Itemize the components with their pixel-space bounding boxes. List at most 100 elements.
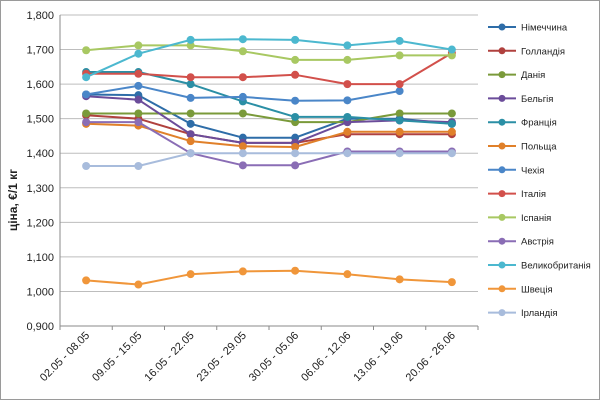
data-point xyxy=(134,162,143,171)
series-line xyxy=(86,112,452,124)
legend-item: Голландія xyxy=(488,46,565,57)
y-tick-label: 1,800 xyxy=(26,10,54,22)
data-point xyxy=(82,46,91,55)
data-point xyxy=(447,149,456,158)
legend-swatch-marker xyxy=(498,71,506,79)
data-point xyxy=(447,109,456,118)
legend-swatch-marker xyxy=(498,47,506,55)
legend-label: Польща xyxy=(521,142,557,153)
y-axis-ticks: 0,900 1,000 1,100 1,200 1,300 1,400 1,500 1,600… xyxy=(26,10,54,333)
data-point xyxy=(186,80,195,89)
data-point xyxy=(238,35,247,44)
data-point xyxy=(82,109,91,118)
legend-swatch-marker xyxy=(498,285,506,293)
series-line xyxy=(86,44,452,61)
legend-label: Бельгія xyxy=(521,94,553,105)
data-point xyxy=(82,276,91,285)
legend-swatch-marker xyxy=(498,142,506,150)
data-point xyxy=(291,35,300,44)
data-point xyxy=(343,80,352,89)
series-lines xyxy=(82,35,456,289)
data-point xyxy=(395,36,404,45)
legend-label: Німеччина xyxy=(521,23,568,34)
legend-item: Німеччина xyxy=(488,23,568,34)
data-point xyxy=(186,270,195,279)
data-point xyxy=(238,47,247,56)
legend-item: Бельгія xyxy=(488,94,553,105)
data-point xyxy=(186,41,195,50)
data-point xyxy=(291,266,300,275)
data-point xyxy=(395,51,404,60)
data-point xyxy=(395,116,404,125)
legend-label: Ірландія xyxy=(521,308,557,319)
legend-swatch-marker xyxy=(498,23,506,31)
data-point xyxy=(291,143,300,152)
data-point xyxy=(343,55,352,64)
data-point xyxy=(134,49,143,58)
data-point xyxy=(82,162,91,171)
data-point xyxy=(447,119,456,128)
legend-item: Австрія xyxy=(488,237,554,248)
legend-swatch-marker xyxy=(498,309,506,317)
legend-swatch-marker xyxy=(498,237,506,245)
data-point xyxy=(395,87,404,96)
series-line xyxy=(86,52,453,86)
series-Великобританія xyxy=(82,35,456,82)
y-tick-label: 1,300 xyxy=(26,183,54,195)
data-point xyxy=(291,149,300,158)
data-point xyxy=(186,130,195,139)
data-point xyxy=(186,35,195,44)
data-point xyxy=(291,112,300,121)
series-line xyxy=(86,121,452,167)
data-point xyxy=(134,69,143,78)
y-tick-label: 0,900 xyxy=(26,321,54,333)
data-point xyxy=(343,96,352,105)
data-point xyxy=(186,109,195,118)
data-point xyxy=(134,41,143,50)
series-line xyxy=(86,93,452,139)
legend-swatch-marker xyxy=(498,261,506,269)
series-line xyxy=(86,152,452,167)
legend-item: Чехія xyxy=(488,165,544,176)
data-point xyxy=(134,81,143,90)
data-point xyxy=(134,109,143,118)
legend-item: Польща xyxy=(488,142,557,153)
data-point xyxy=(447,127,456,136)
legend-label: Швеція xyxy=(521,284,553,295)
legend-label: Італія xyxy=(521,189,546,200)
y-axis-label: ціна, €/1 кг xyxy=(6,169,20,231)
legend-swatch-marker xyxy=(498,118,506,126)
data-point xyxy=(238,109,247,118)
legend-label: Чехія xyxy=(521,165,544,176)
y-tick-label: 1,200 xyxy=(26,217,54,229)
legend-label: Іспанія xyxy=(521,213,551,224)
legend-item: Іспанія xyxy=(488,213,551,224)
data-point xyxy=(238,92,247,101)
legend-label: Данія xyxy=(521,70,545,81)
data-point xyxy=(82,73,91,82)
legend-label: Великобританія xyxy=(521,261,591,272)
legend: Німеччина Голландія Данія Бельгія Франція Пол… xyxy=(488,23,591,319)
data-point xyxy=(447,278,456,287)
legend-item: Італія xyxy=(488,189,546,200)
y-tick-label: 1,600 xyxy=(26,79,54,91)
data-point xyxy=(134,118,143,127)
data-point xyxy=(447,45,456,54)
legend-item: Ірландія xyxy=(488,308,557,319)
y-tick-label: 1,400 xyxy=(26,148,54,160)
y-tick-label: 1,100 xyxy=(26,252,54,264)
data-point xyxy=(291,55,300,64)
series-line xyxy=(85,38,453,79)
data-point xyxy=(186,149,195,158)
series-Іспанія xyxy=(82,41,456,64)
y-tick-label: 1,500 xyxy=(26,114,54,126)
data-point xyxy=(343,112,352,121)
y-tick-label: 1,000 xyxy=(26,286,54,298)
legend-swatch-marker xyxy=(498,213,506,221)
data-point xyxy=(291,70,300,79)
legend-label: Австрія xyxy=(521,237,554,248)
data-point xyxy=(186,119,195,128)
data-point xyxy=(395,80,404,89)
